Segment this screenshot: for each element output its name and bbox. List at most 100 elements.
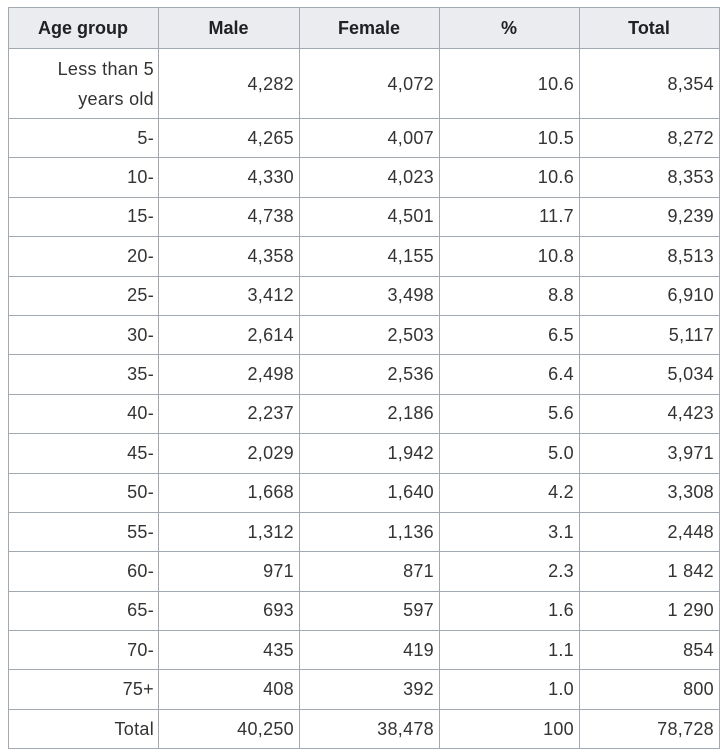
- cell-total: 3,971: [579, 433, 720, 474]
- cell-female: 4,501: [299, 196, 440, 238]
- cell-percent: 6.4: [439, 354, 580, 395]
- cell-female: 2,503: [299, 314, 440, 356]
- table-row: 15- 4,738 4,501 11.7 9,239: [8, 196, 720, 238]
- cell-female: 38,478: [299, 708, 440, 750]
- table-row: 40- 2,237 2,186 5.6 4,423: [8, 393, 720, 435]
- header-male: Male: [158, 7, 300, 49]
- cell-male: 971: [158, 551, 300, 592]
- cell-female: 3,498: [299, 275, 440, 316]
- cell-percent: 11.7: [439, 196, 580, 238]
- cell-age-group: Less than 5 years old: [8, 48, 159, 119]
- cell-total: 800: [579, 669, 720, 710]
- cell-total: 9,239: [579, 196, 720, 238]
- cell-age-group: 50-: [8, 472, 159, 513]
- cell-percent: 1.1: [439, 630, 580, 671]
- cell-total: 3,308: [579, 472, 720, 513]
- table-row: 25- 3,412 3,498 8.8 6,910: [8, 275, 720, 316]
- cell-percent: 1.0: [439, 669, 580, 710]
- cell-female: 4,007: [299, 117, 440, 159]
- cell-total: 6,910: [579, 275, 720, 316]
- cell-male: 408: [158, 669, 300, 710]
- table-row: Less than 5 years old 4,282 4,072 10.6 8,354: [8, 48, 720, 119]
- cell-age-group: 40-: [8, 393, 159, 435]
- cell-female: 4,155: [299, 236, 440, 277]
- table-row: 50- 1,668 1,640 4.2 3,308: [8, 472, 720, 513]
- cell-male: 2,237: [158, 393, 300, 435]
- cell-percent: 6.5: [439, 314, 580, 356]
- cell-male: 1,312: [158, 511, 300, 553]
- cell-percent: 3.1: [439, 511, 580, 553]
- cell-male: 3,412: [158, 275, 300, 316]
- header-total: Total: [579, 7, 720, 49]
- cell-age-group: 30-: [8, 314, 159, 356]
- cell-total: 8,272: [579, 117, 720, 159]
- cell-percent: 4.2: [439, 472, 580, 513]
- cell-total: 4,423: [579, 393, 720, 435]
- cell-male: 2,029: [158, 433, 300, 474]
- table-row: 30- 2,614 2,503 6.5 5,117: [8, 314, 720, 356]
- cell-female: 1,942: [299, 433, 440, 474]
- cell-male: 4,330: [158, 157, 300, 198]
- header-percent: %: [439, 7, 580, 49]
- cell-age-group: 20-: [8, 236, 159, 277]
- table-row: 20- 4,358 4,155 10.8 8,513: [8, 236, 720, 277]
- cell-total: 8,354: [579, 48, 720, 119]
- cell-male: 4,358: [158, 236, 300, 277]
- cell-female: 2,536: [299, 354, 440, 395]
- table-row: 55- 1,312 1,136 3.1 2,448: [8, 511, 720, 553]
- cell-percent: 2.3: [439, 551, 580, 592]
- cell-age-group: 60-: [8, 551, 159, 592]
- header-row: Age group Male Female % Total: [8, 7, 720, 49]
- cell-male: 693: [158, 590, 300, 632]
- cell-male: 4,265: [158, 117, 300, 159]
- table-row: 70- 435 419 1.1 854: [8, 630, 720, 671]
- cell-age-group: 5-: [8, 117, 159, 159]
- cell-total: 1 290: [579, 590, 720, 632]
- cell-female: 4,072: [299, 48, 440, 119]
- cell-female: 871: [299, 551, 440, 592]
- cell-age-group: 35-: [8, 354, 159, 395]
- cell-total: 2,448: [579, 511, 720, 553]
- cell-male: 4,738: [158, 196, 300, 238]
- cell-age-group: 10-: [8, 157, 159, 198]
- cell-male: 2,614: [158, 314, 300, 356]
- cell-female: 597: [299, 590, 440, 632]
- cell-age-group: 45-: [8, 433, 159, 474]
- cell-female: 1,136: [299, 511, 440, 553]
- cell-percent: 10.8: [439, 236, 580, 277]
- cell-percent: 1.6: [439, 590, 580, 632]
- table-row: 5- 4,265 4,007 10.5 8,272: [8, 117, 720, 159]
- header-female: Female: [299, 7, 440, 49]
- cell-total: 1 842: [579, 551, 720, 592]
- cell-percent: 5.0: [439, 433, 580, 474]
- cell-age-group: 55-: [8, 511, 159, 553]
- cell-total: 8,513: [579, 236, 720, 277]
- cell-female: 4,023: [299, 157, 440, 198]
- cell-age-group: 70-: [8, 630, 159, 671]
- cell-female: 419: [299, 630, 440, 671]
- cell-total: 78,728: [579, 708, 720, 750]
- cell-percent: 100: [439, 708, 580, 750]
- table-row: 75+ 408 392 1.0 800: [8, 669, 720, 710]
- cell-female: 392: [299, 669, 440, 710]
- cell-total: 5,034: [579, 354, 720, 395]
- cell-male: 435: [158, 630, 300, 671]
- cell-female: 2,186: [299, 393, 440, 435]
- cell-age-group: 65-: [8, 590, 159, 632]
- table-header: Age group Male Female % Total: [8, 7, 720, 49]
- cell-male: 40,250: [158, 708, 300, 750]
- cell-percent: 10.6: [439, 48, 580, 119]
- cell-age-group: 75+: [8, 669, 159, 710]
- population-table: Age group Male Female % Total Less than …: [8, 7, 720, 750]
- total-row: Total 40,250 38,478 100 78,728: [8, 708, 720, 750]
- cell-percent: 8.8: [439, 275, 580, 316]
- table-body: Less than 5 years old 4,282 4,072 10.6 8,354…: [8, 48, 720, 750]
- cell-age-group: Total: [8, 708, 159, 750]
- cell-total: 8,353: [579, 157, 720, 198]
- cell-percent: 5.6: [439, 393, 580, 435]
- table-row: 10- 4,330 4,023 10.6 8,353: [8, 157, 720, 198]
- cell-percent: 10.6: [439, 157, 580, 198]
- table-row: 35- 2,498 2,536 6.4 5,034: [8, 354, 720, 395]
- table-row: 45- 2,029 1,942 5.0 3,971: [8, 433, 720, 474]
- cell-percent: 10.5: [439, 117, 580, 159]
